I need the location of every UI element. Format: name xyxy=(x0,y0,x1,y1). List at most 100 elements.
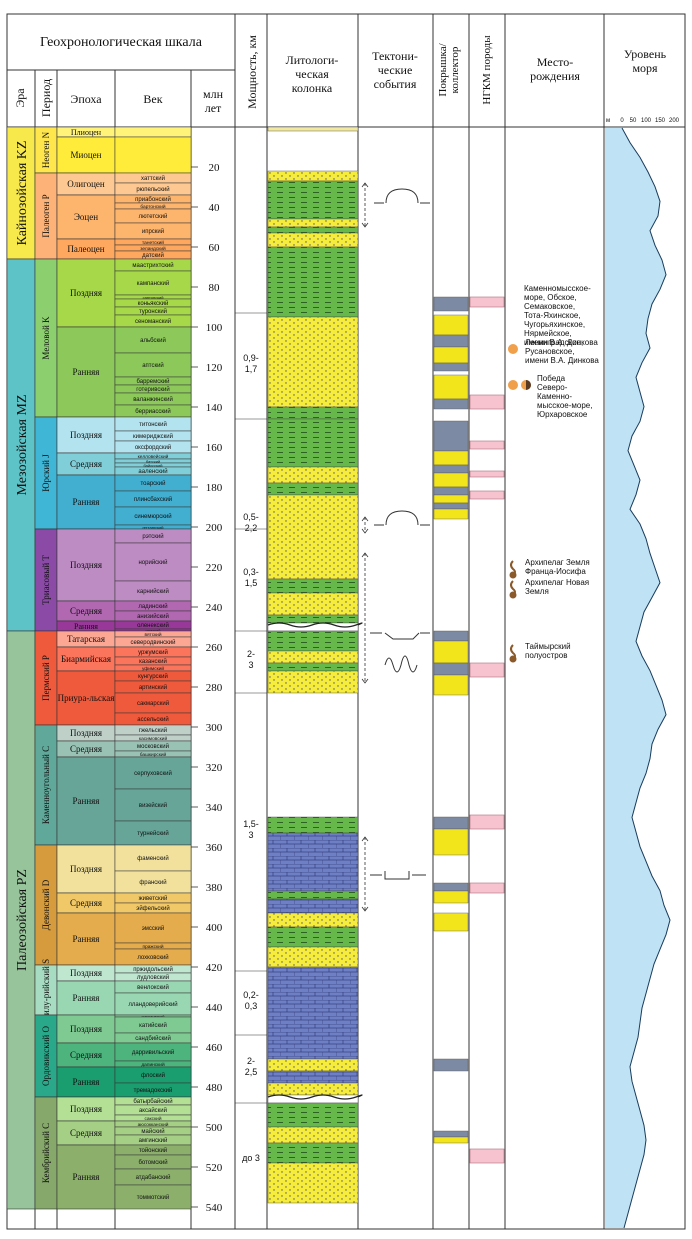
seal-block xyxy=(433,334,469,348)
ngkm-block xyxy=(469,394,505,410)
reservoir-block xyxy=(433,912,469,932)
ma-tick-label: 120 xyxy=(206,362,223,374)
ma-tick-label: 240 xyxy=(206,602,223,614)
litho-layer xyxy=(267,1082,359,1096)
age-label: хирнантский xyxy=(141,1014,164,1019)
thickness-label: 0,9- xyxy=(243,353,259,363)
gas-field-icon xyxy=(508,344,518,354)
ma-tick-label: 200 xyxy=(206,522,223,534)
litho-layer xyxy=(267,926,359,948)
ma-tick-label: 540 xyxy=(206,1202,223,1214)
age-label: ипрский xyxy=(142,228,164,235)
age-label: кампанский xyxy=(137,280,169,287)
era-label: Мезозойская MZ xyxy=(15,395,30,496)
litho-layer xyxy=(267,592,359,616)
unconformity-line xyxy=(267,622,363,628)
thickness-label: 2- xyxy=(247,649,255,659)
header-seal-2: коллектор xyxy=(449,46,461,93)
seal-block xyxy=(433,398,469,410)
age-label: сеноманский xyxy=(135,318,171,325)
age-label: пражский xyxy=(143,943,164,950)
ma-tick-label: 20 xyxy=(209,162,221,174)
epoch-label: Поздняя xyxy=(70,1024,102,1034)
seal-block xyxy=(433,464,469,474)
field-name: Архипелаг Новая xyxy=(525,578,589,587)
sea-level-curve xyxy=(605,127,671,1229)
litho-layer xyxy=(267,170,359,182)
field-name: море, Обское, xyxy=(524,293,577,302)
epoch-band xyxy=(56,194,116,240)
field-name: Земля xyxy=(525,587,549,596)
ma-tick-label: 300 xyxy=(206,722,223,734)
litho-layer xyxy=(267,1058,359,1072)
period-label: Ордовикский O xyxy=(41,1026,51,1086)
age-label: башкирский xyxy=(140,751,167,758)
age-label: аптский xyxy=(142,362,164,369)
header-era: Эра xyxy=(13,88,27,108)
period-label: Неоген N xyxy=(41,131,51,168)
reservoir-block xyxy=(433,450,469,466)
tectonic-column xyxy=(361,182,430,912)
thickness-label: 3 xyxy=(248,660,253,670)
field-name: Русановское, xyxy=(525,347,574,356)
age-label: батырбайский xyxy=(133,1098,172,1105)
ma-scale: 20 40 60 80 100 120 140 160 180 200 220 240 260 280 30… xyxy=(191,162,223,1214)
epoch-label: Татарская xyxy=(67,634,105,644)
epoch-label: Палеоцен xyxy=(67,244,104,254)
magmatism-symbol xyxy=(384,655,418,673)
epoch-label: Эоцен xyxy=(74,212,98,222)
header-seal-1: Покрышка/ xyxy=(437,42,449,96)
seal-block xyxy=(433,882,469,892)
field-name: Ленинградское, xyxy=(525,338,583,347)
litho-layer xyxy=(267,466,359,484)
uplift-symbol xyxy=(374,510,430,526)
age-band xyxy=(114,788,192,822)
litho-layer xyxy=(267,218,359,228)
period-label: Юрский J xyxy=(41,454,51,492)
reservoir-block xyxy=(433,494,469,504)
age-label: геттангский xyxy=(142,525,163,530)
ma-tick-label: 420 xyxy=(206,962,223,974)
litho-layer xyxy=(267,1126,359,1144)
age-label: ладинский xyxy=(138,603,167,610)
header-tecto-1: Тектони- xyxy=(372,49,418,63)
ngkm-block xyxy=(469,882,505,894)
epoch-label: Плиоцен xyxy=(71,128,102,137)
epoch-label: Приура-льская xyxy=(58,693,115,703)
field-name: Нярмейское, xyxy=(524,329,572,338)
litho-layer xyxy=(267,966,359,1060)
age-label: маастрихтский xyxy=(132,262,173,269)
ma-tick-label: 160 xyxy=(206,442,223,454)
oil-show-icon xyxy=(509,655,517,663)
header-age: Век xyxy=(143,92,162,106)
ngkm-column xyxy=(469,296,505,1164)
litho-layer xyxy=(267,816,359,834)
epoch-label: Поздняя xyxy=(70,968,102,978)
age-label: лохковский xyxy=(137,954,168,961)
age-label: турнейский xyxy=(137,830,168,837)
ngkm-block xyxy=(469,1148,505,1164)
age-label: майский xyxy=(141,1128,164,1135)
thickness-label: до 3 xyxy=(242,1153,260,1163)
reservoir-block xyxy=(433,346,469,364)
thickness-label: 1,5- xyxy=(243,819,259,829)
header-litho-3: колонка xyxy=(292,81,333,95)
thickness-label: 0,3- xyxy=(243,567,259,577)
age-label: плинсбахский xyxy=(134,496,172,503)
litho-layer xyxy=(267,1102,359,1128)
age-label: индский xyxy=(146,628,161,633)
header-fields-1: Место- xyxy=(537,55,574,69)
age-label: норийский xyxy=(138,559,167,566)
litho-layer xyxy=(267,614,359,624)
age-label: сакский xyxy=(144,1115,161,1122)
age-label: амгинский xyxy=(139,1137,168,1144)
age-label: приабонский xyxy=(135,196,171,203)
litho-layer xyxy=(267,650,359,664)
tectonic-arrowheads xyxy=(361,516,369,534)
age-label: валанжинский xyxy=(133,396,173,403)
header-tecto-2: ческие xyxy=(378,63,413,77)
epoch-label: Ранняя xyxy=(73,796,100,806)
ngkm-block xyxy=(469,440,505,450)
age-label: альбский xyxy=(140,337,166,344)
rift-symbol xyxy=(370,632,430,640)
